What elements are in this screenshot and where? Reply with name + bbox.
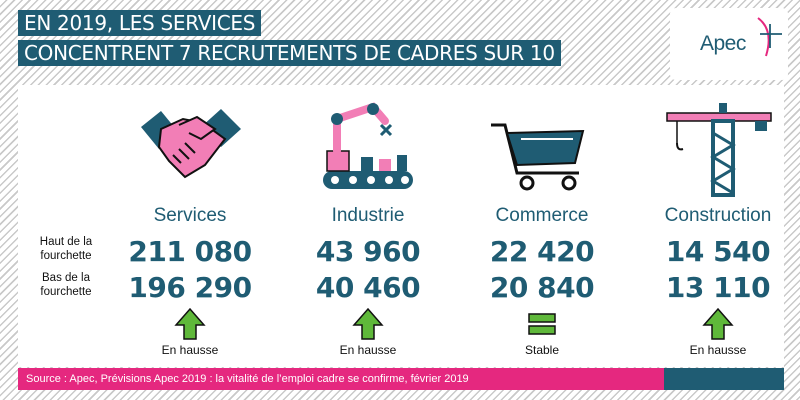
value-high: 43 960 [315, 235, 421, 268]
value-high: 22 420 [489, 235, 595, 268]
apec-logo-text: Apec [700, 32, 746, 55]
trend-label: Stable [524, 343, 560, 357]
arrow-up-icon [701, 307, 735, 341]
shopping-cart-icon [487, 99, 597, 199]
trend-label: En hausse [161, 343, 219, 357]
value-low: 13 110 [665, 271, 771, 304]
handshake-icon [135, 99, 245, 199]
arrow-up-icon [351, 307, 385, 341]
source-bar-accent [664, 368, 784, 390]
value-low: 196 290 [128, 271, 252, 304]
sector-name: Commerce [495, 205, 589, 226]
sector-name: Construction [664, 205, 772, 226]
sector-name: Services [153, 205, 227, 226]
sector-name: Industrie [331, 205, 405, 226]
apec-logo-icon [757, 17, 782, 57]
trend-label: En hausse [689, 343, 747, 357]
apec-logo: Apec [670, 8, 788, 80]
row-label-low: Bas de la fourchette [40, 272, 92, 298]
value-high: 211 080 [128, 235, 252, 268]
equals-icon [525, 307, 559, 341]
row-label-high: Haut de la fourchette [39, 236, 93, 262]
crane-icon [663, 99, 773, 199]
source-note: Source : Apec, Prévisions Apec 2019 : la… [18, 368, 664, 390]
value-high: 14 540 [665, 235, 771, 268]
value-low: 20 840 [489, 271, 595, 304]
sectors-panel: Haut de la fourchette Bas de la fourchet… [18, 85, 784, 367]
trend-label: En hausse [339, 343, 397, 357]
arrow-up-icon [173, 307, 207, 341]
title-line-1: EN 2019, LES SERVICES [18, 10, 262, 36]
title-line-2: CONCENTRENT 7 RECRUTEMENTS DE CADRES SUR… [18, 40, 561, 66]
robot-arm-icon [313, 99, 423, 199]
value-low: 40 460 [315, 271, 421, 304]
